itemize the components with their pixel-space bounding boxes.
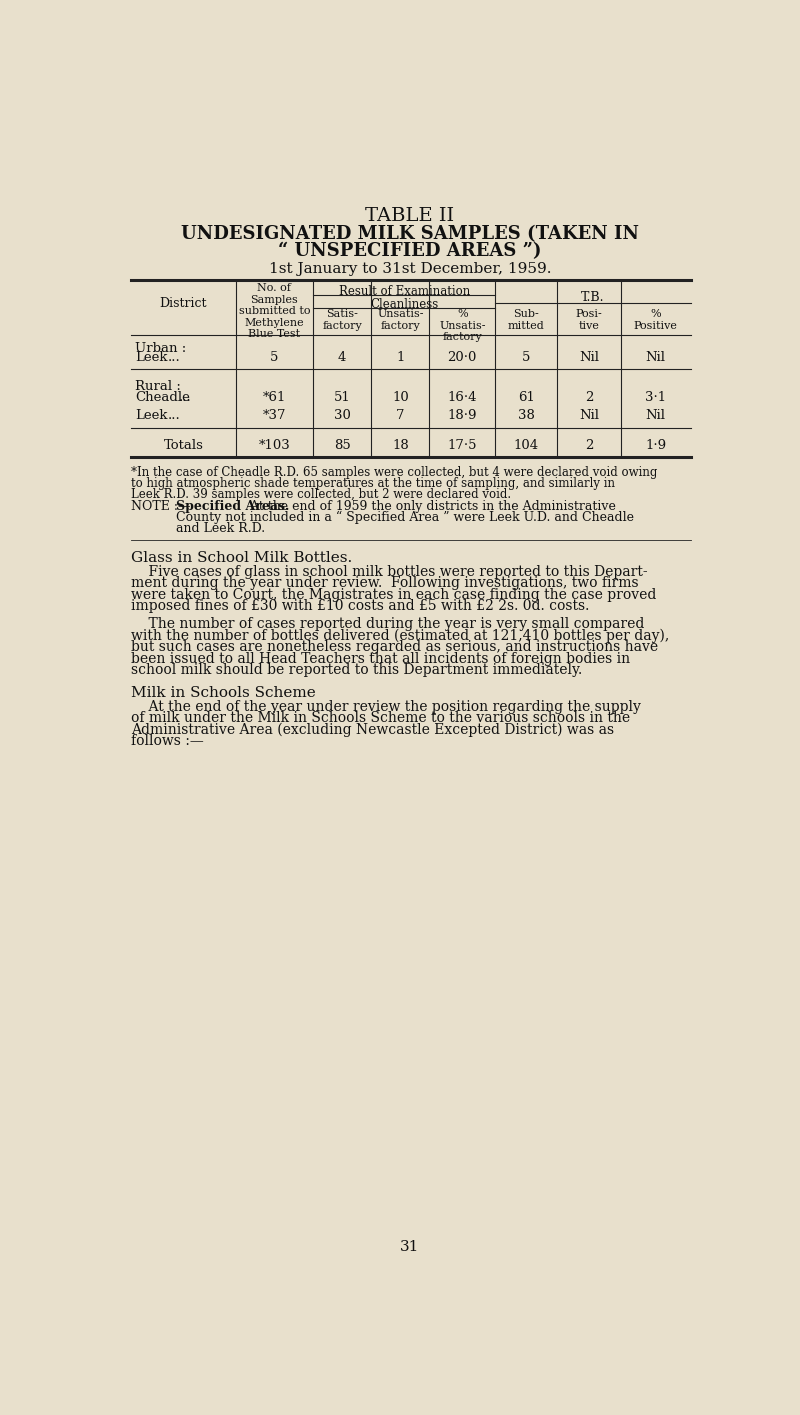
Text: NOTE :—: NOTE :— — [131, 499, 190, 514]
Text: follows :—: follows :— — [131, 734, 204, 749]
Text: *103: *103 — [258, 439, 290, 453]
Text: Totals: Totals — [163, 439, 203, 453]
Text: were taken to Court, the Magistrates in each case finding the case proved: were taken to Court, the Magistrates in … — [131, 587, 656, 601]
Text: Glass in School Milk Bottles.: Glass in School Milk Bottles. — [131, 550, 352, 565]
Text: 1st January to 31st December, 1959.: 1st January to 31st December, 1959. — [269, 262, 551, 276]
Text: Result of Examination: Result of Examination — [338, 284, 470, 297]
Text: ment during the year under review.  Following investigations, two firms: ment during the year under review. Follo… — [131, 576, 638, 590]
Text: of milk under the Milk in Schools Scheme to the various schools in the: of milk under the Milk in Schools Scheme… — [131, 712, 630, 724]
Text: 18: 18 — [392, 439, 409, 453]
Text: %
Positive: % Positive — [634, 308, 678, 331]
Text: Rural :: Rural : — [135, 381, 181, 393]
Text: 3·1: 3·1 — [645, 391, 666, 403]
Text: UNDESIGNATED MILK SAMPLES (TAKEN IN: UNDESIGNATED MILK SAMPLES (TAKEN IN — [181, 225, 639, 243]
Text: ...: ... — [168, 351, 181, 364]
Text: Posi-
tive: Posi- tive — [576, 308, 602, 331]
Text: ...: ... — [168, 409, 181, 422]
Text: No. of
Samples
submitted to
Methylene
Blue Test: No. of Samples submitted to Methylene Bl… — [238, 283, 310, 340]
Text: imposed fines of £30 with £10 costs and £5 with £2 2s. 0d. costs.: imposed fines of £30 with £10 costs and … — [131, 600, 590, 614]
Text: Five cases of glass in school milk bottles were reported to this Depart-: Five cases of glass in school milk bottl… — [131, 565, 648, 579]
Text: 4: 4 — [338, 351, 346, 364]
Text: The number of cases reported during the year is very small compared: The number of cases reported during the … — [131, 617, 644, 631]
Text: 7: 7 — [396, 409, 405, 422]
Text: District: District — [159, 297, 207, 310]
Text: with the number of bottles delivered (estimated at 121,410 bottles per day),: with the number of bottles delivered (es… — [131, 628, 670, 642]
Text: been issued to all Head Teachers that all incidents of foreign bodies in: been issued to all Head Teachers that al… — [131, 652, 630, 666]
Text: Leek: Leek — [136, 351, 168, 364]
Text: Satis-
factory: Satis- factory — [322, 308, 362, 331]
Text: 2: 2 — [585, 439, 594, 453]
Text: 16·4: 16·4 — [447, 391, 477, 403]
Text: Nil: Nil — [579, 351, 599, 364]
Text: 18·9: 18·9 — [447, 409, 477, 422]
Text: Specified Areas.: Specified Areas. — [176, 499, 290, 514]
Text: 38: 38 — [518, 409, 534, 422]
Text: T.B.: T.B. — [581, 290, 605, 304]
Text: At the end of the year under review the position regarding the supply: At the end of the year under review the … — [131, 699, 641, 713]
Text: Leek R.D. 39 samples were collected, but 2 were declared void.: Leek R.D. 39 samples were collected, but… — [131, 488, 511, 501]
Text: Nil: Nil — [579, 409, 599, 422]
Text: County not included in a “ Specified Area ” were Leek U.D. and Cheadle: County not included in a “ Specified Are… — [176, 511, 634, 524]
Text: 30: 30 — [334, 409, 350, 422]
Text: Nil: Nil — [646, 409, 666, 422]
Text: Nil: Nil — [646, 351, 666, 364]
Text: *In the case of Cheadle R.D. 65 samples were collected, but 4 were declared void: *In the case of Cheadle R.D. 65 samples … — [131, 467, 658, 480]
Text: 5: 5 — [270, 351, 278, 364]
Text: 31: 31 — [400, 1240, 420, 1254]
Text: Leek: Leek — [136, 409, 168, 422]
Text: 17·5: 17·5 — [447, 439, 477, 453]
Text: and Leek R.D.: and Leek R.D. — [176, 522, 265, 535]
Text: 1: 1 — [396, 351, 405, 364]
Text: Cheadle: Cheadle — [136, 391, 190, 403]
Text: but such cases are nonetheless regarded as serious, and instructions have: but such cases are nonetheless regarded … — [131, 640, 658, 654]
Text: %
Unsatis-
factory: % Unsatis- factory — [439, 308, 486, 342]
Text: At the end of 1959 the only districts in the Administrative: At the end of 1959 the only districts in… — [242, 499, 616, 514]
Text: “ UNSPECIFIED AREAS ”): “ UNSPECIFIED AREAS ”) — [278, 242, 542, 260]
Text: school milk should be reported to this Department immediately.: school milk should be reported to this D… — [131, 664, 582, 678]
Text: ...: ... — [178, 391, 191, 403]
Text: 2: 2 — [585, 391, 594, 403]
Text: Urban :: Urban : — [135, 341, 186, 355]
Text: 1·9: 1·9 — [645, 439, 666, 453]
Text: 51: 51 — [334, 391, 350, 403]
Text: 85: 85 — [334, 439, 350, 453]
Text: *61: *61 — [262, 391, 286, 403]
Text: to high atmospheric shade temperatures at the time of sampling, and similarly in: to high atmospheric shade temperatures a… — [131, 477, 615, 490]
Text: Administrative Area (excluding Newcastle Excepted District) was as: Administrative Area (excluding Newcastle… — [131, 723, 614, 737]
Text: Unsatis-
factory: Unsatis- factory — [377, 308, 423, 331]
Text: *37: *37 — [262, 409, 286, 422]
Text: 5: 5 — [522, 351, 530, 364]
Text: Cleanliness: Cleanliness — [370, 297, 438, 311]
Text: 104: 104 — [514, 439, 539, 453]
Text: Milk in Schools Scheme: Milk in Schools Scheme — [131, 686, 316, 699]
Text: Sub-
mitted: Sub- mitted — [508, 308, 545, 331]
Text: 10: 10 — [392, 391, 409, 403]
Text: TABLE II: TABLE II — [366, 207, 454, 225]
Text: 20·0: 20·0 — [448, 351, 477, 364]
Text: 61: 61 — [518, 391, 534, 403]
